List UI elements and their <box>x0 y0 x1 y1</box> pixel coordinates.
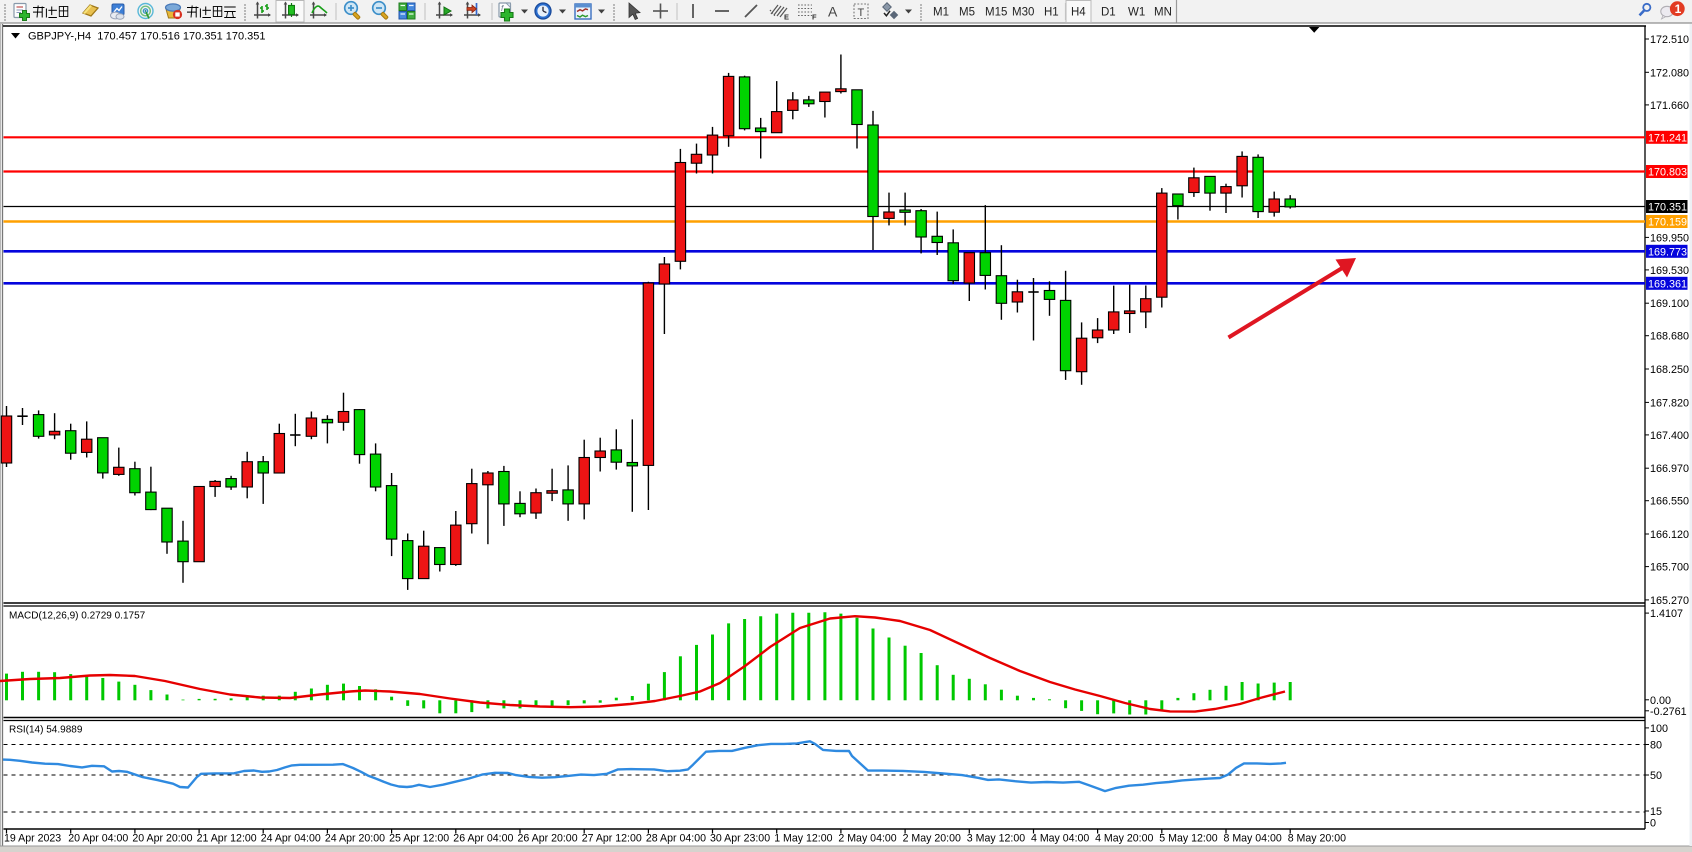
svg-text:GBPJPY-,H4 170.457 170.516 17: GBPJPY-,H4 170.457 170.516 170.351 170.3… <box>28 31 266 43</box>
svg-text:169.773: 169.773 <box>1648 246 1687 258</box>
svg-text:166.970: 166.970 <box>1650 463 1689 475</box>
svg-text:25 Apr 12:00: 25 Apr 12:00 <box>389 833 449 845</box>
svg-text:27 Apr 12:00: 27 Apr 12:00 <box>582 833 642 845</box>
svg-text:0: 0 <box>1650 818 1656 830</box>
svg-text:19 Apr 2023: 19 Apr 2023 <box>4 833 61 845</box>
svg-text:1: 1 <box>1675 2 1682 16</box>
svg-text:3 May 12:00: 3 May 12:00 <box>967 833 1025 845</box>
svg-text:169.361: 169.361 <box>1648 278 1687 290</box>
svg-text:168.250: 168.250 <box>1650 364 1689 376</box>
svg-text:169.100: 169.100 <box>1650 298 1689 310</box>
svg-text:M15: M15 <box>985 7 1007 19</box>
svg-text:21 Apr 12:00: 21 Apr 12:00 <box>197 833 257 845</box>
svg-text:20 Apr 20:00: 20 Apr 20:00 <box>132 833 192 845</box>
svg-text:171.241: 171.241 <box>1648 132 1687 144</box>
svg-text:169.950: 169.950 <box>1650 232 1689 244</box>
svg-text:26 Apr 20:00: 26 Apr 20:00 <box>518 833 578 845</box>
svg-text:W1: W1 <box>1128 7 1145 19</box>
svg-text:165.700: 165.700 <box>1650 562 1689 574</box>
svg-text:8 May 20:00: 8 May 20:00 <box>1288 833 1346 845</box>
svg-text:1.4107: 1.4107 <box>1650 608 1683 620</box>
svg-text:D1: D1 <box>1101 7 1116 19</box>
svg-text:166.120: 166.120 <box>1650 529 1689 541</box>
svg-text:26 Apr 04:00: 26 Apr 04:00 <box>453 833 513 845</box>
svg-text:H1: H1 <box>1044 7 1059 19</box>
svg-text:24 Apr 04:00: 24 Apr 04:00 <box>261 833 321 845</box>
svg-text:M5: M5 <box>959 7 975 19</box>
svg-text:0.00: 0.00 <box>1650 695 1671 707</box>
svg-text:50: 50 <box>1650 770 1662 782</box>
svg-text:165.270: 165.270 <box>1650 595 1689 607</box>
svg-text:171.660: 171.660 <box>1650 100 1689 112</box>
svg-text:167.820: 167.820 <box>1650 397 1689 409</box>
svg-text:170.803: 170.803 <box>1648 167 1687 179</box>
svg-text:5 May 12:00: 5 May 12:00 <box>1159 833 1217 845</box>
svg-text:167.400: 167.400 <box>1650 430 1689 442</box>
svg-text:T: T <box>858 7 865 19</box>
svg-text:M1: M1 <box>933 7 949 19</box>
svg-text:F: F <box>812 13 817 22</box>
svg-text:168.680: 168.680 <box>1650 331 1689 343</box>
svg-text:MACD(12,26,9) 0.2729 0.1757: MACD(12,26,9) 0.2729 0.1757 <box>9 611 146 622</box>
svg-text:f: f <box>501 4 504 13</box>
svg-text:2 May 20:00: 2 May 20:00 <box>903 833 961 845</box>
svg-text:A: A <box>828 4 838 20</box>
svg-text:-0.2761: -0.2761 <box>1650 706 1687 718</box>
svg-text:30 Apr 23:00: 30 Apr 23:00 <box>710 833 770 845</box>
svg-text:4 May 04:00: 4 May 04:00 <box>1031 833 1089 845</box>
svg-text:170.351: 170.351 <box>1648 202 1687 214</box>
svg-text:100: 100 <box>1650 723 1668 735</box>
svg-text:24 Apr 20:00: 24 Apr 20:00 <box>325 833 385 845</box>
svg-text:8 May 04:00: 8 May 04:00 <box>1224 833 1282 845</box>
svg-text:170.159: 170.159 <box>1648 217 1687 229</box>
svg-text:169.530: 169.530 <box>1650 265 1689 277</box>
svg-text:4 May 20:00: 4 May 20:00 <box>1095 833 1153 845</box>
svg-text:RSI(14) 54.9889: RSI(14) 54.9889 <box>9 725 83 736</box>
svg-text:15: 15 <box>1650 806 1662 818</box>
svg-text:20 Apr 04:00: 20 Apr 04:00 <box>68 833 128 845</box>
svg-text:172.510: 172.510 <box>1650 34 1689 46</box>
svg-text:1 May 12:00: 1 May 12:00 <box>774 833 832 845</box>
svg-text:E: E <box>784 13 789 22</box>
svg-text:80: 80 <box>1650 740 1662 752</box>
svg-text:2 May 04:00: 2 May 04:00 <box>838 833 896 845</box>
svg-text:H4: H4 <box>1071 7 1086 19</box>
svg-text:M30: M30 <box>1012 7 1034 19</box>
svg-text:MN: MN <box>1154 7 1172 19</box>
svg-text:28 Apr 04:00: 28 Apr 04:00 <box>646 833 706 845</box>
svg-text:172.080: 172.080 <box>1650 67 1689 79</box>
svg-text:166.550: 166.550 <box>1650 496 1689 508</box>
